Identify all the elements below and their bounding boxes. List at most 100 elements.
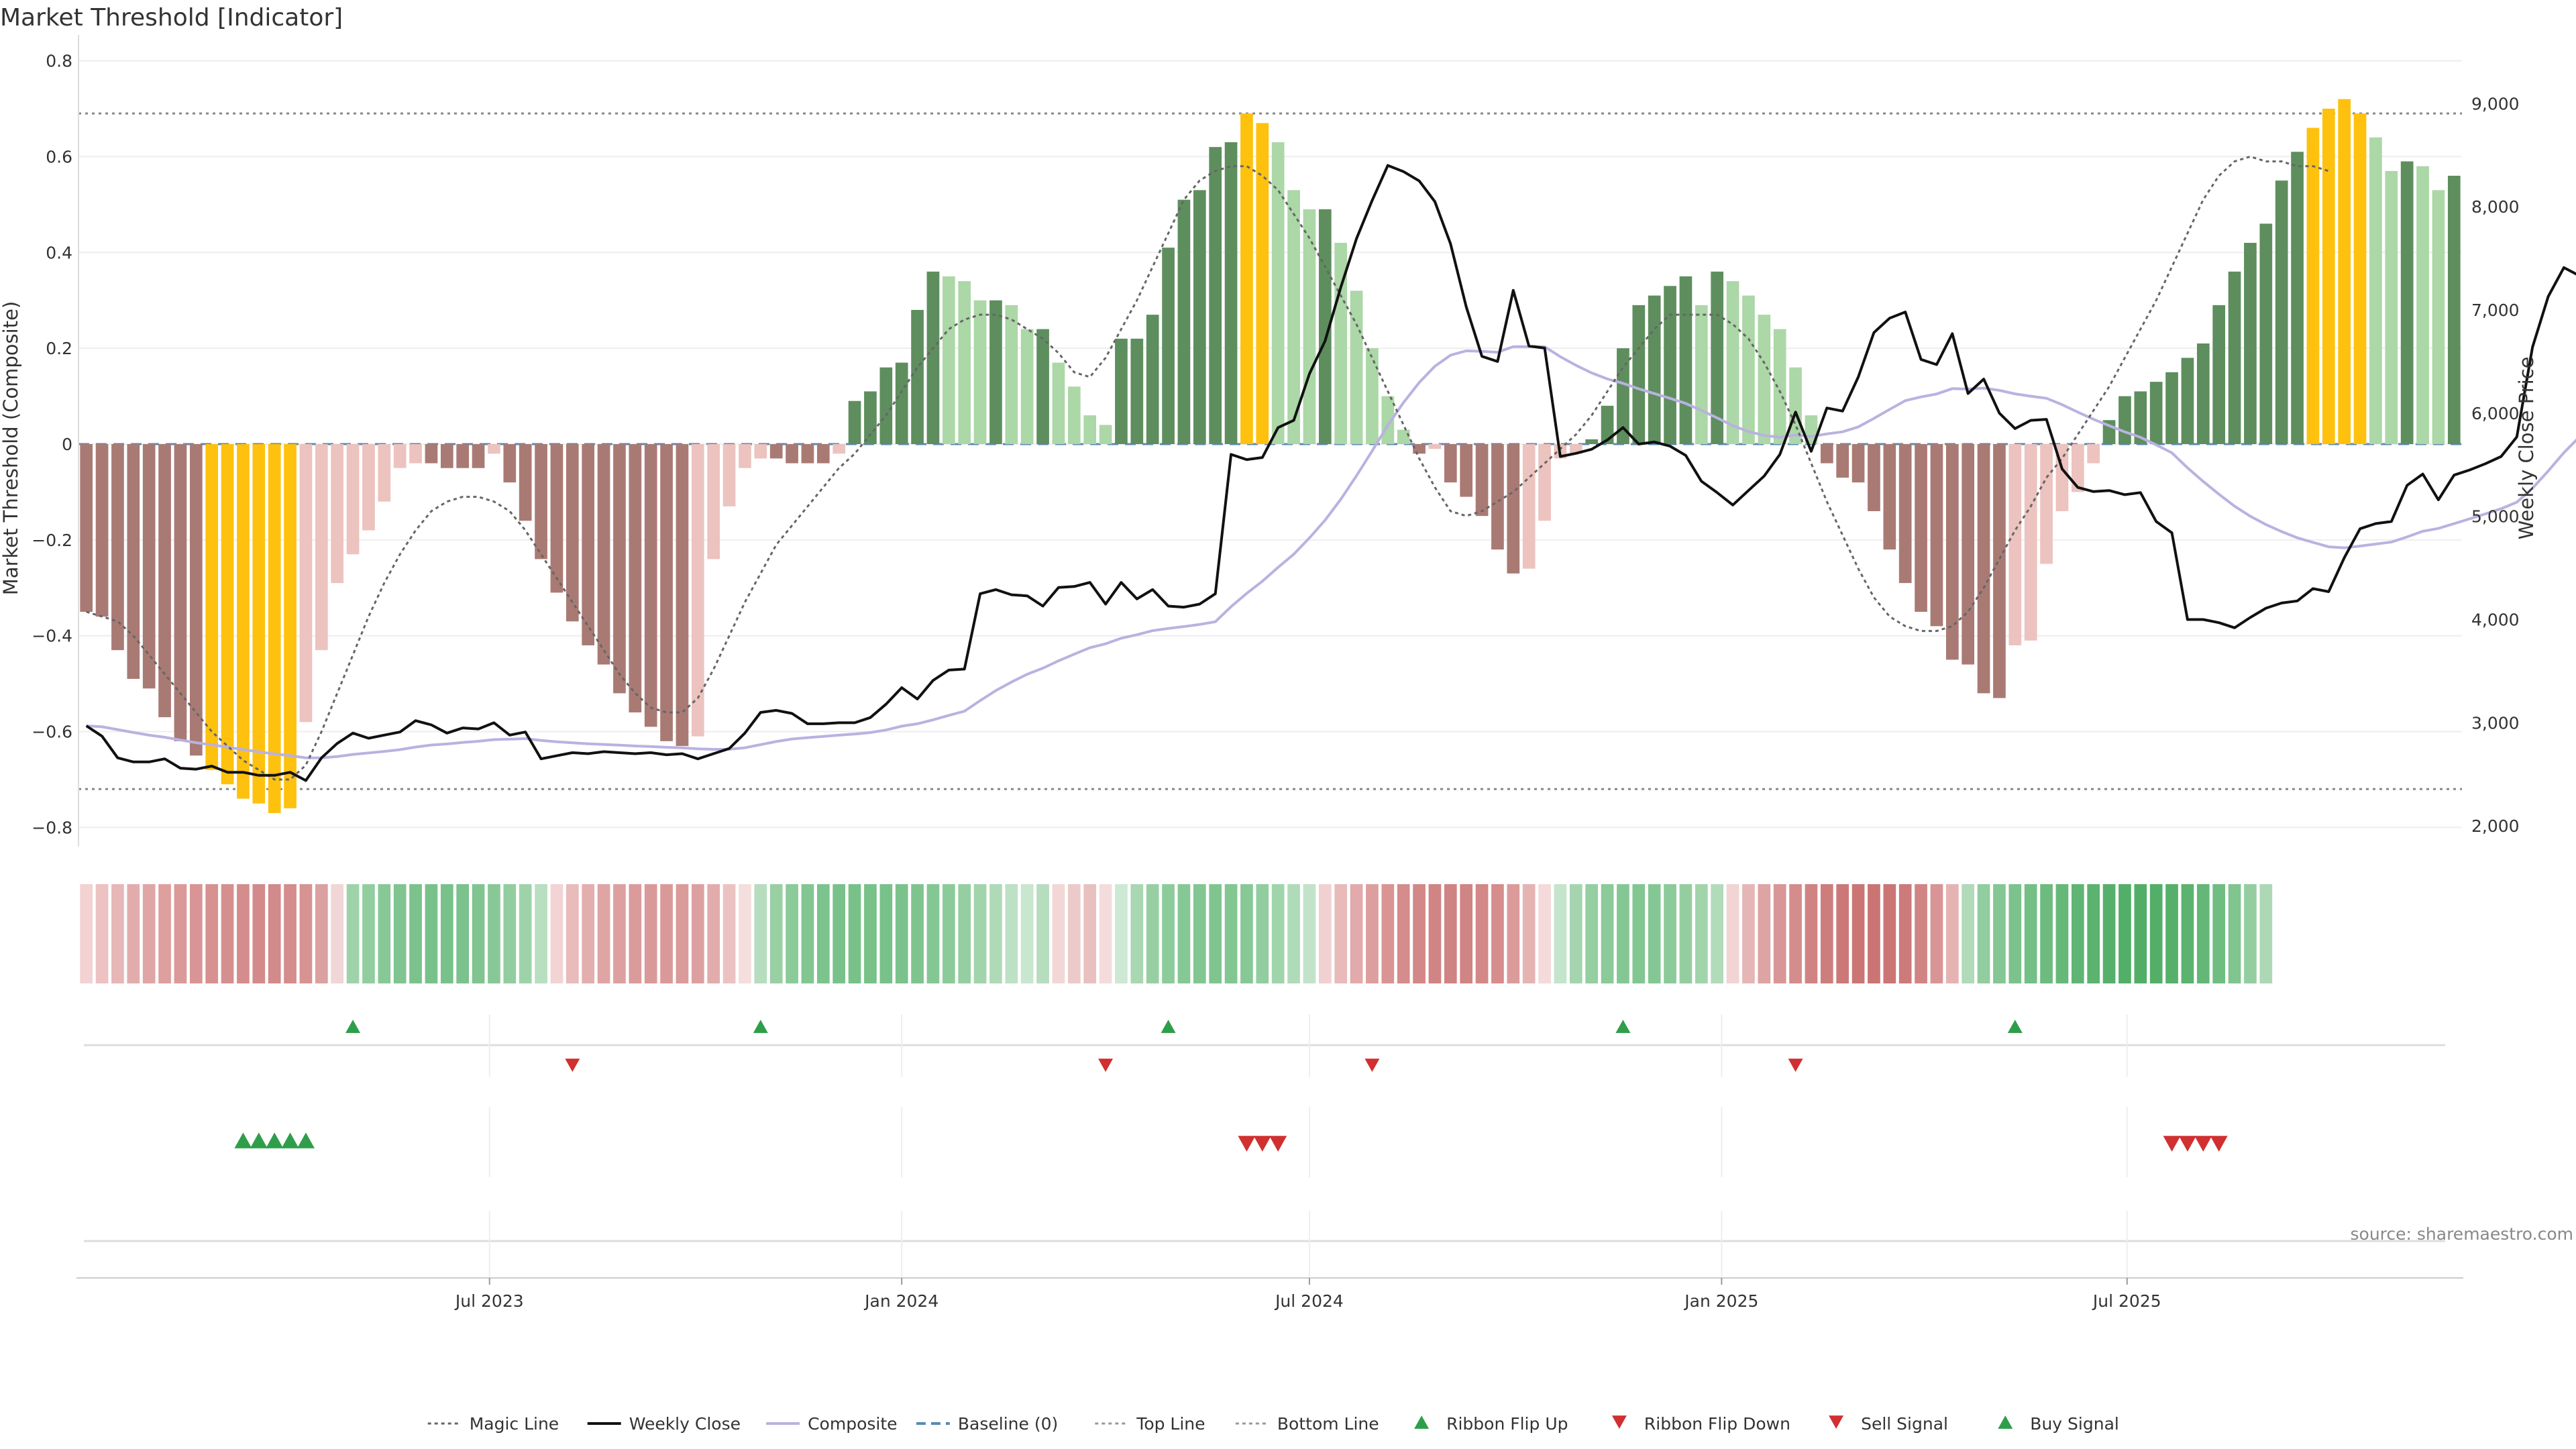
ribbon-cell bbox=[816, 884, 830, 983]
composite-bar bbox=[440, 444, 453, 468]
composite-bar bbox=[1444, 444, 1457, 483]
composite-bar bbox=[1679, 276, 1693, 444]
ribbon-cell bbox=[1444, 884, 1457, 983]
ribbon-cell bbox=[1036, 884, 1049, 983]
buy-signal-marker bbox=[234, 1132, 252, 1148]
composite-bar bbox=[613, 444, 626, 694]
composite-bar bbox=[299, 444, 313, 722]
composite-bar bbox=[707, 444, 720, 559]
ribbon-cell bbox=[582, 884, 595, 983]
ribbon-cell bbox=[660, 884, 673, 983]
composite-bar bbox=[1130, 338, 1144, 444]
ribbon-cell bbox=[1569, 884, 1582, 983]
ribbon-cell bbox=[1601, 884, 1614, 983]
legend-item: Weekly Close bbox=[587, 1414, 741, 1434]
y-tick-right: 2,000 bbox=[2471, 816, 2520, 836]
composite-bar bbox=[597, 444, 610, 665]
ribbon-flip-down-marker bbox=[565, 1059, 580, 1072]
composite-bar bbox=[2385, 170, 2398, 444]
ribbon-cell bbox=[801, 884, 814, 983]
y-tick-right: 3,000 bbox=[2471, 713, 2520, 733]
composite-bar bbox=[1413, 444, 1426, 454]
composite-bar bbox=[1664, 286, 1676, 444]
buy-signal-marker bbox=[297, 1132, 315, 1148]
composite-bar bbox=[1507, 444, 1520, 574]
ribbon-cell bbox=[1052, 884, 1065, 983]
ribbon-cell bbox=[848, 884, 861, 983]
y-tick-right: 9,000 bbox=[2471, 94, 2520, 113]
composite-bar bbox=[1475, 444, 1489, 517]
composite-bar bbox=[864, 391, 877, 444]
composite-bar bbox=[2008, 444, 2022, 645]
ribbon-cell bbox=[425, 884, 438, 983]
composite-bar bbox=[1460, 444, 1473, 497]
ribbon-cell bbox=[1130, 884, 1144, 983]
ribbon bbox=[80, 884, 2273, 983]
sell-signal-marker bbox=[2163, 1136, 2181, 1152]
ribbon-cell bbox=[1020, 884, 1034, 983]
ribbon-cell bbox=[158, 884, 171, 983]
y-axis-label-left: Market Threshold (Composite) bbox=[0, 301, 22, 595]
ribbon-cell bbox=[769, 884, 783, 983]
composite-bar bbox=[2338, 99, 2351, 444]
composite-bar bbox=[111, 444, 124, 651]
buy-signal-marker bbox=[281, 1132, 299, 1148]
composite-bar bbox=[488, 444, 500, 454]
composite-bar bbox=[1177, 199, 1191, 444]
composite-bar bbox=[284, 444, 297, 808]
sell-signal-marker bbox=[1253, 1136, 1271, 1152]
axes: 0.8 0.6 0.4 0.2 0 −0.2 −0.4 −0.6 −0.8 9,000 8,000 7… bbox=[32, 35, 2520, 847]
composite-bar bbox=[942, 276, 955, 444]
composite-bar bbox=[1193, 190, 1206, 444]
legend-label: Buy Signal bbox=[2030, 1414, 2119, 1434]
composite-bar bbox=[2244, 243, 2257, 444]
ribbon-cell bbox=[2118, 884, 2131, 983]
ribbon-cell bbox=[1648, 884, 1661, 983]
ribbon-cell bbox=[252, 884, 266, 983]
composite-bar bbox=[2259, 223, 2273, 444]
ribbon-cell bbox=[958, 884, 971, 983]
composite-bar bbox=[2306, 127, 2320, 445]
sell-signal-marker bbox=[2194, 1136, 2212, 1152]
ribbon-cell bbox=[456, 884, 470, 983]
ribbon-cell bbox=[942, 884, 955, 983]
composite-bar bbox=[315, 444, 328, 651]
x-tick-label: Jan 2024 bbox=[863, 1291, 938, 1311]
ribbon-cell bbox=[488, 884, 500, 983]
ribbon-cell bbox=[142, 884, 156, 983]
composite-bar bbox=[1648, 295, 1661, 444]
composite-bar bbox=[1695, 305, 1708, 444]
ribbon-cell bbox=[1962, 884, 1975, 983]
y-tick-left: 0.8 bbox=[46, 52, 72, 71]
ribbon-cell bbox=[503, 884, 517, 983]
ribbon-cell bbox=[189, 884, 203, 983]
composite-bar bbox=[660, 444, 673, 741]
x-tick-label: Jul 2023 bbox=[454, 1291, 524, 1311]
ribbon-cell bbox=[1193, 884, 1206, 983]
y-tick-left: −0.2 bbox=[32, 531, 72, 550]
ribbon-cell bbox=[1789, 884, 1802, 983]
ribbon-cell bbox=[1115, 884, 1128, 983]
ribbon-cell bbox=[346, 884, 360, 983]
composite-bar bbox=[2447, 176, 2461, 444]
composite-bar bbox=[2369, 137, 2382, 444]
legend-label: Baseline (0) bbox=[958, 1414, 1058, 1434]
x-tick-label: Jul 2024 bbox=[1274, 1291, 1344, 1311]
sell-signal-marker bbox=[1238, 1136, 1256, 1152]
composite-bar bbox=[1036, 329, 1049, 444]
ribbon-cell bbox=[1915, 884, 1927, 983]
composite-bar bbox=[879, 367, 893, 444]
composite-bar bbox=[1209, 147, 1222, 444]
ribbon-flip-up-marker bbox=[1615, 1020, 1631, 1033]
ribbon-cell bbox=[1287, 884, 1300, 983]
composite-bar bbox=[1851, 444, 1865, 483]
composite-bar bbox=[1538, 444, 1551, 521]
ribbon-cell bbox=[1820, 884, 1833, 983]
composite-bar bbox=[2087, 444, 2100, 464]
ribbon-cell bbox=[519, 884, 532, 983]
ribbon-cell bbox=[613, 884, 626, 983]
ribbon-cell bbox=[1507, 884, 1520, 983]
ribbon-flip-up-marker bbox=[345, 1020, 361, 1033]
composite-bar bbox=[2228, 271, 2241, 444]
composite-bar bbox=[1742, 295, 1755, 444]
